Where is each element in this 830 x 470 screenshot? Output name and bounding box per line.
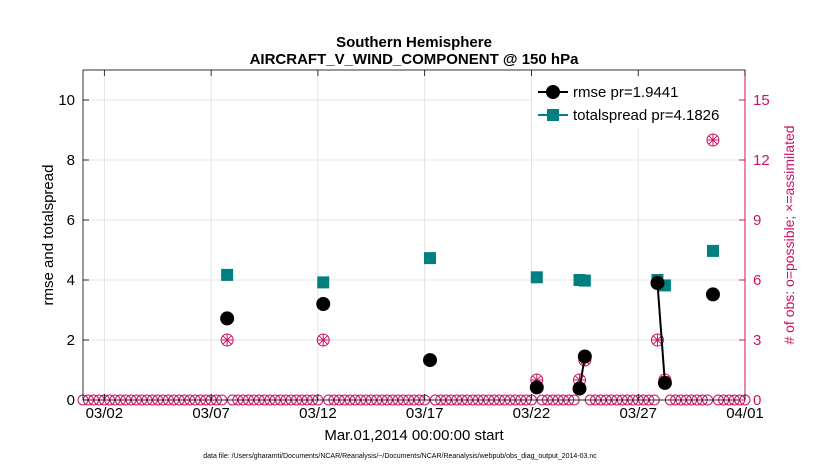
rmse-point [423, 353, 438, 368]
y2-tick-label: 3 [753, 332, 761, 349]
y-tick-label: 6 [67, 212, 75, 229]
legend-rmse-label: rmse pr=1.9441 [573, 84, 678, 101]
ticks: 03/02 03/07 03/12 03/17 03/22 03/27 04/0102468… [58, 70, 770, 422]
totalspread-point [578, 274, 591, 287]
rmse-point [705, 287, 720, 302]
chart-subtitle: AIRCRAFT_V_WIND_COMPONENT @ 150 hPa [250, 51, 580, 68]
totalspread-point [706, 244, 719, 257]
rmse-line-segment [656, 282, 666, 383]
legend-box [532, 78, 738, 128]
x-axis-label: Mar.01,2014 00:00:00 start [324, 427, 504, 444]
legend-rmse-marker [546, 85, 560, 99]
y2-tick-label: 15 [753, 92, 770, 109]
totalspread-point [530, 271, 543, 284]
y-tick-label: 4 [67, 272, 75, 289]
data-file-footnote: data file: /Users/gharamti/Documents/NCA… [203, 453, 597, 460]
x-tick-label: 03/27 [619, 405, 657, 422]
y2-tick-label: 6 [753, 272, 761, 289]
y2-tick-label: 0 [753, 392, 761, 409]
y-tick-label: 2 [67, 332, 75, 349]
y-axis-label: rmse and totalspread [40, 165, 57, 306]
y2-tick-label: 12 [753, 152, 770, 169]
x-tick-label: 04/01 [726, 405, 764, 422]
x-tick-label: 03/22 [513, 405, 551, 422]
totalspread-point [221, 268, 234, 281]
y-tick-label: 8 [67, 152, 75, 169]
obs-count-marker-nonzero [706, 133, 720, 147]
obs-count-marker-nonzero [316, 333, 330, 347]
rmse-point [316, 297, 331, 311]
rmse-point [577, 349, 592, 364]
chart-title: Southern Hemisphere [336, 34, 492, 51]
totalspread-point [317, 276, 330, 289]
legend: rmse pr=1.9441 totalspread pr=4.1826 [532, 78, 738, 128]
rmse-point [572, 381, 587, 396]
y2-tick-label: 9 [753, 212, 761, 229]
legend-totalspread-marker [547, 109, 559, 121]
x-tick-label: 03/07 [192, 405, 230, 422]
totalspread-point [424, 252, 437, 265]
rmse-point [650, 276, 665, 290]
x-tick-label: 03/02 [86, 405, 124, 422]
legend-totalspread-label: totalspread pr=4.1826 [573, 107, 719, 124]
rmse-point [529, 380, 544, 395]
y2-axis-label: # of obs: o=possible; ×=assimilated [781, 125, 797, 344]
x-tick-label: 03/17 [406, 405, 444, 422]
rmse-point [220, 311, 235, 326]
x-tick-label: 03/12 [299, 405, 337, 422]
rmse-point [657, 375, 672, 390]
obs-count-marker-nonzero [220, 333, 234, 347]
y-tick-label: 10 [58, 92, 75, 109]
y-tick-label: 0 [67, 392, 75, 409]
